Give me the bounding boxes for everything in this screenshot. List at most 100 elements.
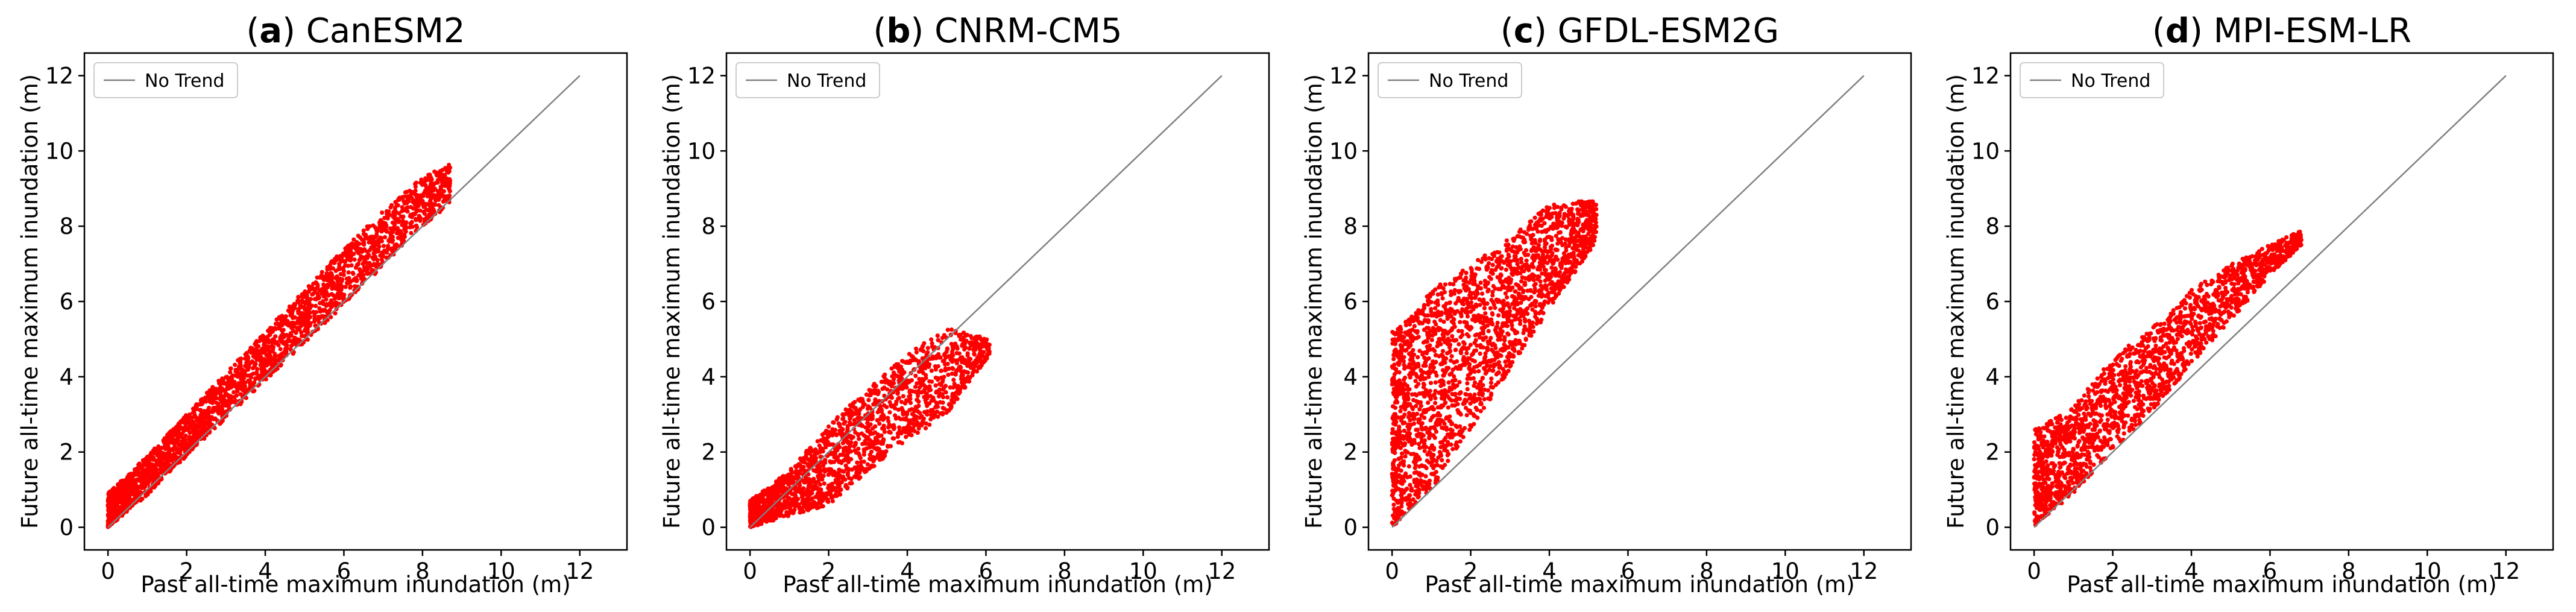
data-point <box>949 403 954 408</box>
data-point <box>805 449 810 453</box>
data-point <box>837 459 842 464</box>
data-point <box>384 224 389 229</box>
data-point <box>247 365 251 370</box>
data-point <box>234 383 239 388</box>
data-point <box>1446 458 1450 464</box>
data-point <box>105 504 110 509</box>
data-point <box>157 463 162 468</box>
data-point <box>918 411 922 415</box>
data-point <box>245 373 250 378</box>
data-point <box>335 254 339 259</box>
x-tick-label: 2 <box>180 558 194 584</box>
data-point <box>835 455 840 460</box>
data-point <box>105 514 111 519</box>
model-name: CanESM2 <box>306 11 465 51</box>
data-point <box>889 403 893 408</box>
data-point <box>789 467 793 472</box>
data-point <box>181 420 186 425</box>
data-point <box>1440 296 1445 301</box>
data-point <box>127 499 132 504</box>
data-point <box>775 479 780 484</box>
data-point <box>928 394 933 399</box>
data-point <box>361 276 365 282</box>
data-point <box>421 209 426 214</box>
data-point <box>148 452 153 458</box>
data-point <box>984 355 989 360</box>
data-point <box>965 332 969 338</box>
data-point <box>959 337 963 342</box>
data-point <box>339 254 344 259</box>
x-tick-label: 0 <box>743 558 757 584</box>
data-point <box>1551 300 1555 305</box>
data-point <box>253 362 258 367</box>
data-point <box>942 386 946 391</box>
data-point <box>946 366 951 371</box>
data-point <box>409 219 414 224</box>
data-point <box>441 199 446 204</box>
data-point <box>820 504 825 509</box>
data-point <box>892 436 896 441</box>
data-point <box>881 426 886 432</box>
data-point <box>858 475 863 480</box>
data-point <box>342 251 347 256</box>
data-point <box>287 333 292 338</box>
data-point <box>936 338 940 342</box>
data-point <box>415 193 420 198</box>
data-point <box>296 295 301 300</box>
data-point <box>1400 451 1405 456</box>
data-point <box>759 494 764 499</box>
data-point <box>904 429 909 434</box>
data-point <box>808 506 813 511</box>
data-point <box>145 476 151 481</box>
data-point <box>908 400 913 405</box>
data-point <box>803 480 808 485</box>
data-point <box>298 303 303 308</box>
data-point <box>253 353 257 358</box>
data-point <box>917 385 922 390</box>
data-point <box>327 283 332 288</box>
panel-title: (b) CNRM-CM5 <box>873 11 1122 51</box>
data-point <box>899 431 904 436</box>
data-point <box>815 439 820 444</box>
data-point <box>963 345 968 350</box>
data-point <box>751 516 756 521</box>
data-point <box>823 441 828 446</box>
data-point <box>348 258 353 263</box>
data-point <box>259 373 264 378</box>
data-point <box>805 500 811 505</box>
data-point <box>1465 376 1470 381</box>
data-point <box>934 400 939 405</box>
legend-no-trend-label: No Trend <box>145 71 224 92</box>
data-point <box>928 388 933 393</box>
data-point <box>145 490 150 496</box>
data-point <box>266 329 271 333</box>
data-point <box>291 338 295 343</box>
data-point <box>356 250 361 254</box>
data-point <box>109 490 114 495</box>
data-point <box>896 415 901 420</box>
data-point <box>433 198 438 203</box>
data-point <box>789 481 794 485</box>
data-point <box>865 462 870 467</box>
data-point <box>115 493 119 498</box>
data-point <box>869 449 874 454</box>
data-point <box>837 444 842 450</box>
data-point <box>304 327 309 332</box>
data-point <box>954 368 960 373</box>
data-point <box>297 327 302 332</box>
data-point <box>945 346 949 351</box>
data-point <box>305 297 310 301</box>
data-point <box>915 422 919 427</box>
data-point <box>816 505 821 510</box>
data-point <box>962 358 966 363</box>
data-point <box>828 459 833 464</box>
data-point <box>447 169 452 174</box>
data-point <box>831 442 836 447</box>
data-point <box>861 449 867 454</box>
data-point <box>940 335 945 341</box>
data-point <box>899 441 905 446</box>
data-point <box>318 301 323 306</box>
data-point <box>154 467 159 472</box>
data-point <box>945 395 950 400</box>
